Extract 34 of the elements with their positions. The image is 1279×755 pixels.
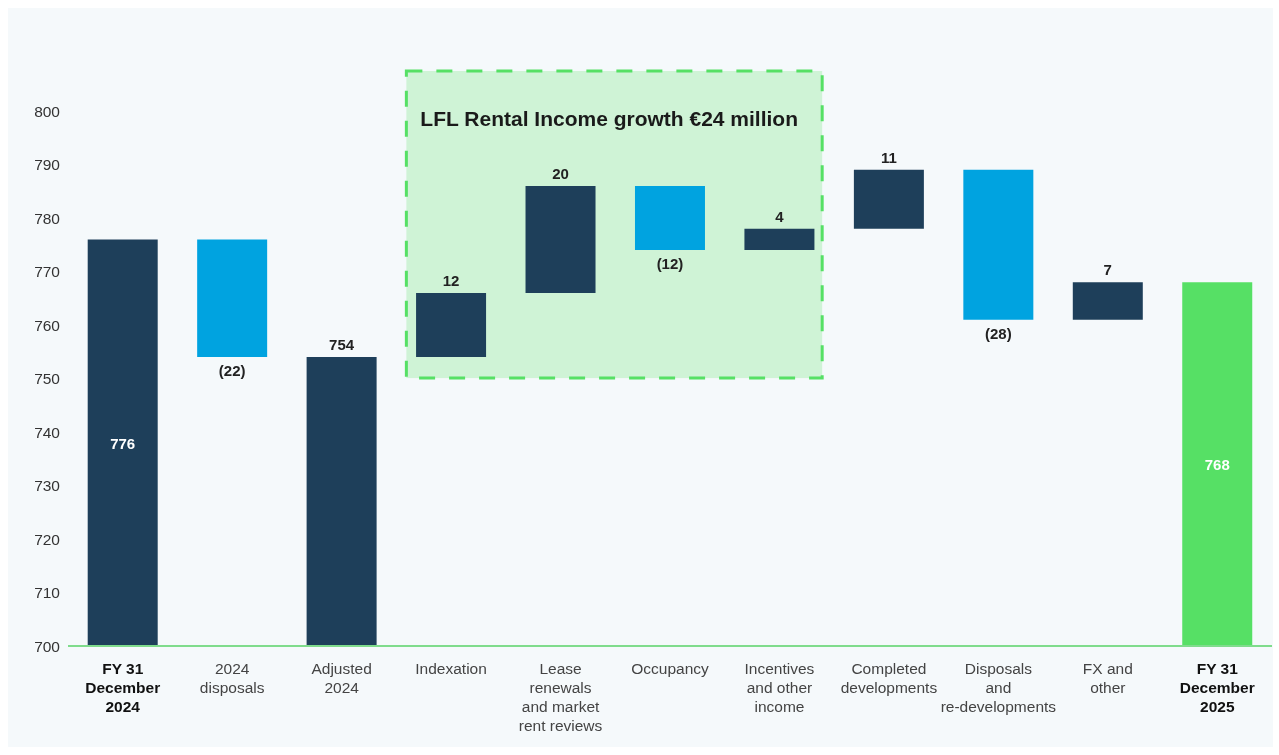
data-label: 11	[880, 148, 897, 166]
data-label: 754	[329, 336, 355, 354]
data-label: 20	[552, 164, 569, 182]
y-tick-label: 710	[34, 584, 61, 601]
y-tick-label: 770	[34, 263, 61, 280]
y-tick-label: 760	[34, 316, 61, 334]
y-tick-label: 790	[34, 156, 61, 173]
y-tick-label: 730	[34, 477, 61, 494]
band-label: LFL Rental Income growth €24 million	[420, 107, 799, 130]
data-label: (28)	[984, 324, 1012, 342]
y-tick-label: 780	[34, 209, 61, 227]
x-tick-label: FY 31 December 2025	[1179, 660, 1255, 715]
x-tick-label: Indexation	[415, 660, 487, 677]
x-tick-label: Adjusted 2024	[311, 660, 372, 696]
y-tick-label: 800	[34, 102, 61, 120]
x-tick-label: Lease renewals and market rent reviews	[518, 660, 603, 734]
x-tick-label: FX and other	[1082, 660, 1133, 696]
data-label: (12)	[656, 255, 684, 273]
y-tick-label: 700	[34, 637, 61, 655]
data-label: 12	[442, 271, 460, 289]
x-tick-label: Disposals and re-developments	[940, 660, 1057, 715]
y-tick-label: 720	[34, 530, 61, 548]
x-tick-label: Incentives and other income	[744, 660, 815, 715]
data-label: (22)	[218, 362, 246, 380]
x-tick-label: Occupancy	[631, 660, 710, 677]
data-label: 768	[1204, 456, 1230, 474]
data-label: 4	[775, 207, 785, 225]
data-label: 7	[1103, 261, 1112, 279]
y-tick-label: 750	[34, 370, 61, 387]
data-label: 776	[110, 434, 136, 452]
x-tick-label: 2024 disposals	[199, 660, 265, 696]
x-tick-label: FY 31 December 2024	[85, 660, 161, 715]
x-tick-label: Completed developments	[840, 660, 938, 696]
y-tick-label: 740	[34, 423, 61, 441]
